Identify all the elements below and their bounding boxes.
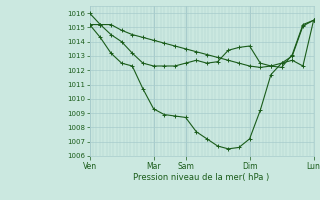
X-axis label: Pression niveau de la mer( hPa ): Pression niveau de la mer( hPa ) — [133, 173, 270, 182]
